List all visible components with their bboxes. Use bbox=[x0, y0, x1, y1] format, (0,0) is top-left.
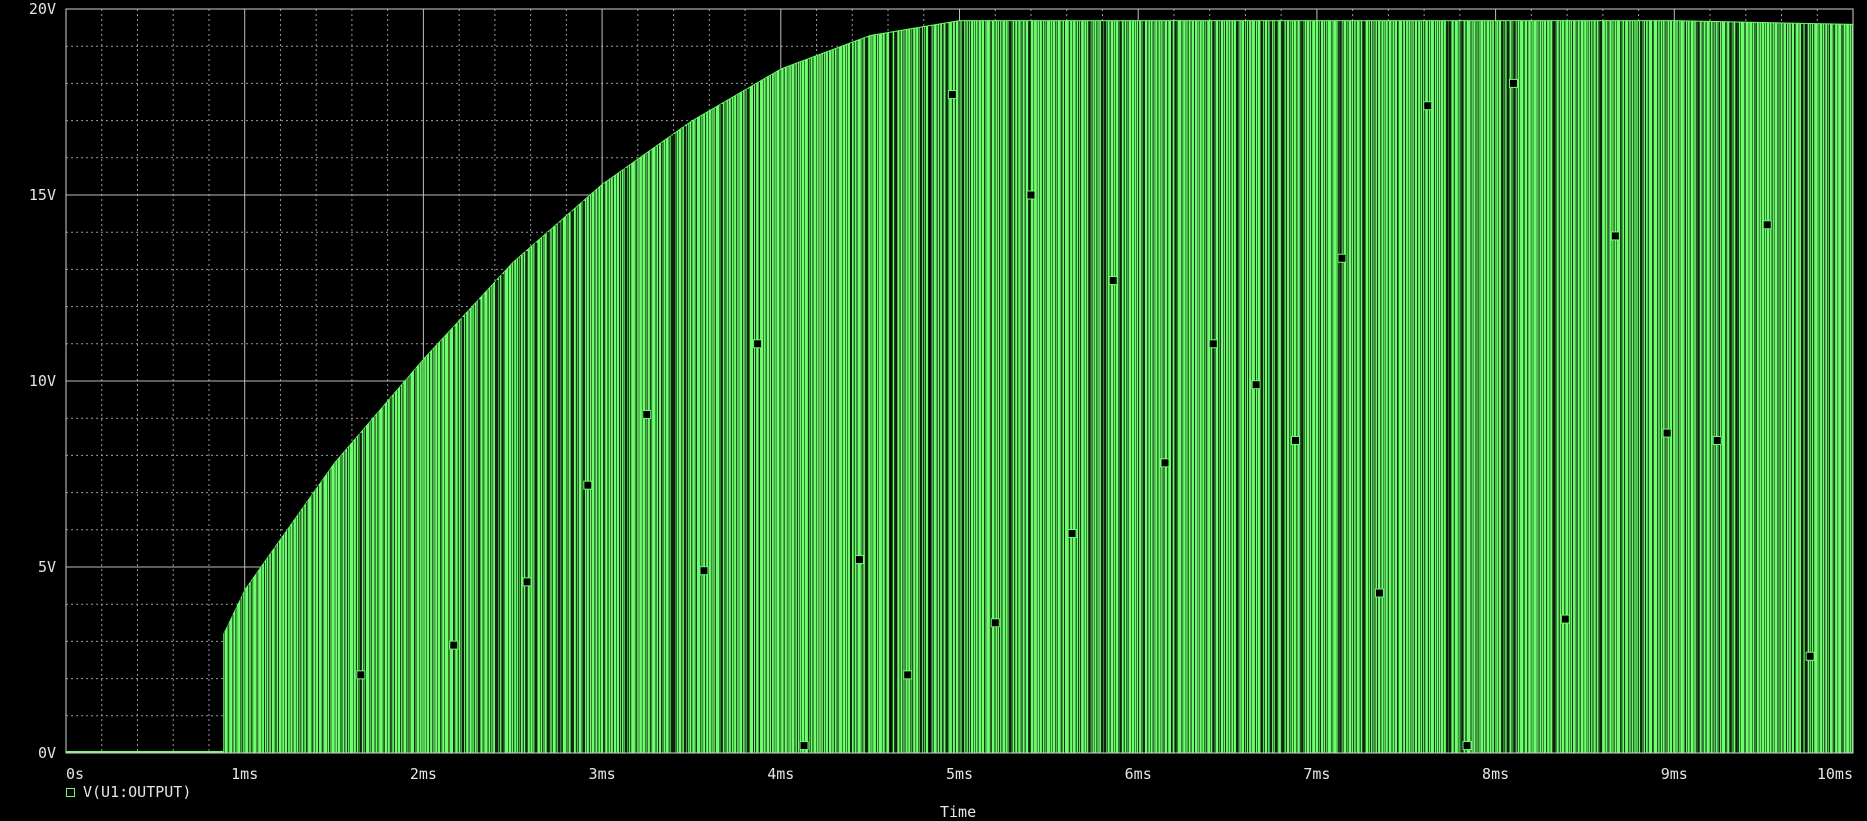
series-marker bbox=[1712, 436, 1722, 446]
y-tick-label: 10V bbox=[29, 372, 56, 390]
series-marker bbox=[1290, 436, 1300, 446]
series-marker bbox=[1026, 190, 1036, 200]
series-marker bbox=[583, 480, 593, 490]
series-marker bbox=[1251, 380, 1261, 390]
x-tick-label: 7ms bbox=[1303, 765, 1330, 783]
series-marker bbox=[799, 741, 809, 751]
series-marker bbox=[449, 640, 459, 650]
x-tick-label: 9ms bbox=[1661, 765, 1688, 783]
x-tick-label: 5ms bbox=[946, 765, 973, 783]
x-tick-label: 4ms bbox=[767, 765, 794, 783]
x-tick-label: 6ms bbox=[1125, 765, 1152, 783]
series-marker bbox=[903, 670, 913, 680]
series-marker bbox=[1610, 231, 1620, 241]
series-marker bbox=[854, 555, 864, 565]
series-marker bbox=[1108, 276, 1118, 286]
series-marker bbox=[1374, 588, 1384, 598]
legend-marker-icon bbox=[66, 787, 75, 797]
series-marker bbox=[1805, 651, 1815, 661]
series-marker bbox=[699, 566, 709, 576]
series-marker bbox=[1208, 339, 1218, 349]
x-tick-label: 0s bbox=[66, 765, 84, 783]
legend-label: V(U1:OUTPUT) bbox=[83, 783, 192, 801]
series-marker bbox=[522, 577, 532, 587]
series-marker bbox=[1067, 529, 1077, 539]
series-marker bbox=[1762, 220, 1772, 230]
series-marker bbox=[1560, 614, 1570, 624]
legend: V(U1:OUTPUT) bbox=[66, 783, 191, 801]
x-tick-label: 2ms bbox=[410, 765, 437, 783]
series-marker bbox=[642, 409, 652, 419]
y-tick-label: 0V bbox=[38, 744, 56, 762]
y-tick-label: 5V bbox=[38, 558, 56, 576]
series-marker bbox=[1462, 741, 1472, 751]
x-axis-label: Time bbox=[940, 803, 977, 821]
y-tick-label: 20V bbox=[29, 0, 56, 18]
x-tick-label: 8ms bbox=[1482, 765, 1509, 783]
x-tick-label: 1ms bbox=[231, 765, 258, 783]
plot-border bbox=[65, 8, 1854, 754]
series-marker bbox=[1337, 253, 1347, 263]
series-marker bbox=[1423, 101, 1433, 111]
series-marker bbox=[356, 670, 366, 680]
series-marker bbox=[753, 339, 763, 349]
y-tick-label: 15V bbox=[29, 186, 56, 204]
x-tick-label: 10ms bbox=[1817, 765, 1853, 783]
series-marker bbox=[1508, 78, 1518, 88]
series-marker bbox=[1160, 458, 1170, 468]
series-marker bbox=[1662, 428, 1672, 438]
series-marker bbox=[990, 618, 1000, 628]
series-marker bbox=[947, 90, 957, 100]
x-tick-label: 3ms bbox=[589, 765, 616, 783]
